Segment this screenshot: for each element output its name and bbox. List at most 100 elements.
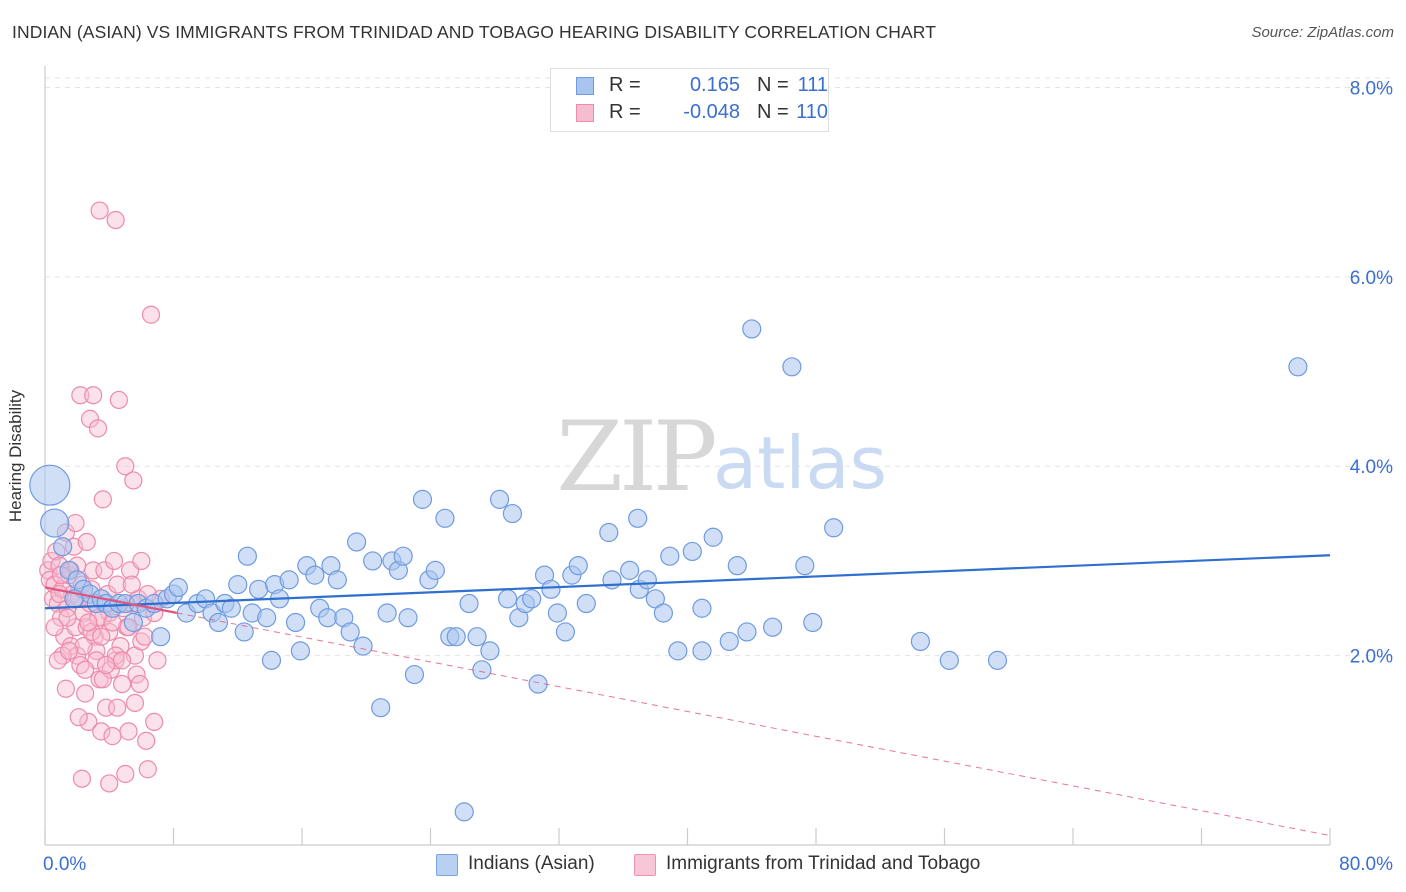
point-indians: [168, 577, 188, 598]
legend-swatch-pink: [576, 104, 594, 122]
point-indians: [261, 650, 282, 670]
point-indians: [318, 608, 338, 628]
point-indians: [347, 532, 367, 552]
point-trinidad: [95, 561, 114, 580]
bottom-legend-label: Indians (Asian): [468, 853, 595, 874]
legend-r-value: 0.165: [689, 74, 740, 96]
point-indians: [795, 556, 815, 576]
point-indians: [628, 508, 648, 528]
point-indians: [824, 518, 844, 538]
point-trinidad: [116, 764, 135, 784]
point-indians: [803, 612, 823, 633]
point-indians: [393, 546, 413, 566]
point-indians: [489, 489, 510, 509]
legend-n-label: N =: [757, 101, 789, 123]
legend-box: R = 0.165 N = 111 R = -0.048 N = 110: [550, 68, 829, 132]
point-indians: [285, 612, 306, 633]
point-trinidad: [119, 722, 138, 741]
point-indians: [446, 627, 466, 647]
point-indians: [727, 556, 747, 576]
point-trinidad: [111, 637, 130, 656]
point-indians: [472, 660, 492, 680]
point-trinidad: [96, 655, 116, 675]
point-trinidad: [71, 386, 90, 405]
point-trinidad: [93, 670, 112, 689]
point-trinidad: [122, 575, 141, 594]
point-trinidad: [56, 679, 75, 698]
point-indians: [228, 574, 248, 595]
point-trinidad: [116, 457, 135, 476]
point-indians: [279, 570, 299, 590]
trend-lines: [44, 554, 1331, 837]
y-tick-label: 2.0%: [1350, 647, 1393, 668]
point-trinidad: [130, 674, 149, 694]
point-indians: [541, 579, 561, 599]
point-trinidad: [51, 608, 71, 627]
axes: [44, 66, 1331, 846]
legend-n-value: 111: [797, 74, 828, 96]
point-indians: [480, 641, 500, 661]
point-indians: [939, 650, 959, 670]
trend-line-trinidad-solid: [44, 586, 177, 614]
point-trinidad: [108, 698, 127, 717]
series-indians-points: [29, 319, 1308, 822]
point-trinidad: [79, 613, 98, 632]
point-indians: [363, 551, 383, 571]
point-indians: [151, 627, 171, 647]
point-trinidad: [108, 575, 127, 594]
point-indians: [703, 527, 723, 547]
point-indians: [653, 603, 674, 623]
y-tick-label: 8.0%: [1350, 78, 1393, 99]
point-trinidad: [77, 532, 96, 552]
point-indians: [692, 598, 712, 618]
x-tick-label-min: 0.0%: [43, 854, 86, 875]
point-trinidad: [148, 651, 167, 670]
point-indians: [249, 579, 269, 599]
point-trinidad: [59, 641, 79, 660]
point-trinidad: [124, 471, 143, 490]
point-trinidad: [135, 627, 154, 646]
point-indians: [742, 319, 762, 339]
point-trinidad: [79, 712, 98, 732]
point-trinidad: [92, 722, 111, 741]
point-indians: [763, 617, 783, 637]
point-trinidad: [100, 774, 119, 793]
point-indians: [53, 537, 73, 557]
point-indians: [377, 603, 397, 623]
point-indians: [682, 541, 702, 562]
point-indians: [371, 698, 391, 718]
point-trinidad: [141, 305, 161, 324]
point-indians: [660, 546, 680, 566]
point-indians: [522, 589, 542, 609]
legend-r-label: R =: [609, 74, 641, 96]
point-indians: [208, 612, 229, 633]
point-trinidad: [103, 727, 122, 746]
point-indians: [435, 508, 455, 528]
point-indians: [782, 357, 802, 377]
point-indians: [692, 641, 712, 661]
point-indians: [40, 508, 70, 538]
gridlines: [45, 77, 1392, 657]
point-trinidad: [137, 731, 156, 750]
watermark-zip: ZIP: [556, 401, 715, 513]
bottom-legend-swatch-pink: [634, 854, 656, 876]
y-tick-label: 6.0%: [1350, 268, 1393, 289]
point-indians: [620, 560, 640, 580]
point-indians: [547, 603, 567, 623]
point-indians: [234, 622, 254, 642]
point-trinidad: [106, 651, 125, 670]
point-trinidad: [145, 712, 164, 732]
point-indians: [412, 489, 433, 509]
point-trinidad: [69, 708, 88, 727]
bottom-legend: Indians (Asian) Immigrants from Trinidad…: [0, 852, 1406, 878]
point-indians: [425, 560, 445, 580]
point-indians: [987, 650, 1008, 670]
point-trinidad: [88, 419, 108, 438]
point-indians: [29, 464, 71, 506]
point-trinidad: [127, 665, 146, 684]
legend-swatch-blue: [576, 77, 594, 95]
point-indians: [637, 570, 657, 590]
point-indians: [668, 641, 688, 661]
point-trinidad: [125, 693, 145, 713]
